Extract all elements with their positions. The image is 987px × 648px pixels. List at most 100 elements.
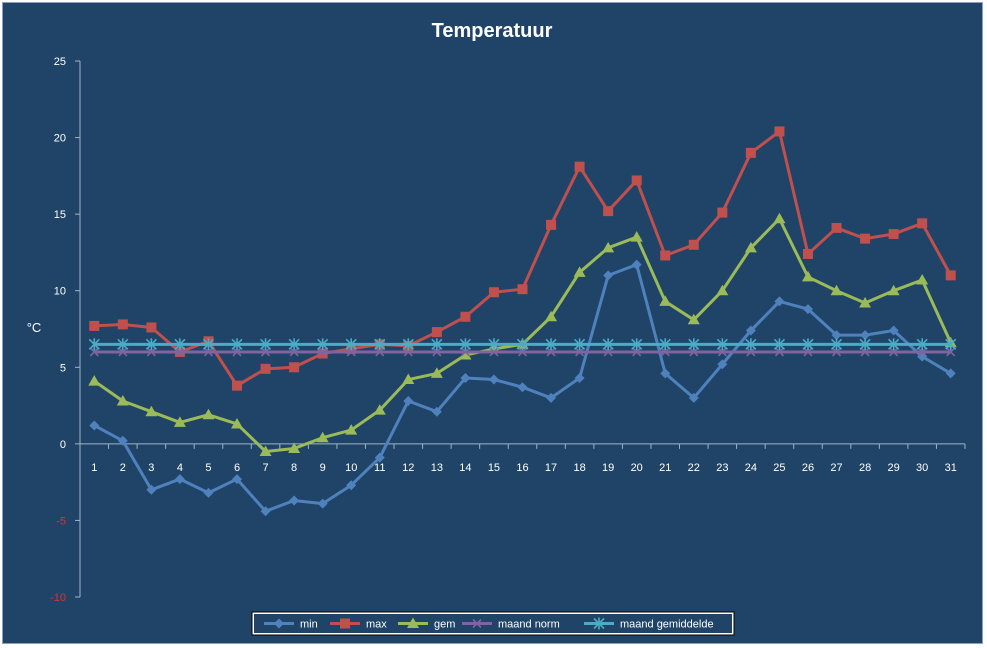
y-tick-label: 10 bbox=[54, 286, 66, 298]
x-tick-label: 18 bbox=[573, 462, 585, 474]
legend-entry-maand-norm: maand norm bbox=[462, 619, 560, 631]
data-point bbox=[174, 474, 185, 485]
legend-marker bbox=[407, 617, 419, 628]
data-point bbox=[317, 338, 329, 351]
data-point bbox=[374, 338, 386, 351]
data-point bbox=[888, 229, 899, 240]
x-tick-label: 24 bbox=[745, 462, 757, 474]
x-tick-label: 19 bbox=[602, 462, 614, 474]
data-point bbox=[916, 338, 928, 351]
x-tick-label: 22 bbox=[688, 462, 700, 474]
data-point bbox=[773, 338, 786, 351]
data-point bbox=[831, 347, 842, 357]
data-point bbox=[631, 338, 643, 351]
data-point bbox=[517, 382, 528, 393]
y-axis-label: °C bbox=[27, 320, 42, 335]
data-point bbox=[88, 338, 100, 351]
data-point bbox=[346, 347, 356, 357]
x-tick-label: 25 bbox=[773, 462, 785, 474]
x-tick-label: 31 bbox=[945, 462, 957, 474]
data-point bbox=[745, 325, 756, 336]
data-point bbox=[945, 338, 957, 351]
data-point bbox=[745, 338, 757, 351]
data-point bbox=[574, 338, 586, 351]
data-point bbox=[259, 445, 272, 457]
x-tick-label: 10 bbox=[345, 462, 357, 474]
data-point bbox=[774, 296, 785, 307]
data-point bbox=[717, 347, 727, 357]
data-point bbox=[316, 431, 329, 443]
data-point bbox=[746, 347, 756, 357]
series-gem bbox=[88, 212, 957, 457]
x-tick-label: 14 bbox=[459, 462, 471, 474]
data-point bbox=[803, 347, 813, 357]
y-tick-label: -10 bbox=[50, 592, 66, 604]
data-point bbox=[632, 347, 642, 357]
legend-label: maand norm bbox=[498, 619, 560, 631]
legend-entry-maand-gemiddelde: maand gemiddelde bbox=[584, 617, 714, 631]
data-point bbox=[688, 338, 700, 351]
data-point bbox=[602, 338, 614, 351]
data-point bbox=[288, 338, 300, 351]
data-point bbox=[118, 347, 128, 357]
data-point bbox=[744, 241, 757, 253]
legend-label: gem bbox=[434, 619, 455, 631]
data-point bbox=[403, 347, 413, 357]
data-point bbox=[373, 404, 386, 415]
data-point bbox=[830, 338, 843, 351]
data-point bbox=[430, 367, 443, 378]
x-tick-label: 2 bbox=[120, 462, 126, 474]
data-point bbox=[717, 207, 728, 218]
data-point bbox=[516, 338, 529, 351]
data-point bbox=[802, 338, 814, 351]
data-point bbox=[489, 347, 499, 357]
x-tick-label: 9 bbox=[320, 462, 326, 474]
data-point bbox=[488, 374, 499, 385]
data-point bbox=[89, 347, 99, 357]
data-point bbox=[631, 175, 642, 186]
data-point bbox=[317, 348, 328, 359]
data-point bbox=[545, 338, 557, 351]
data-point bbox=[887, 284, 900, 296]
data-point bbox=[745, 147, 756, 158]
series-maand-gemiddelde bbox=[88, 338, 957, 351]
data-point bbox=[431, 327, 442, 338]
x-tick-label: 12 bbox=[402, 462, 414, 474]
data-point bbox=[232, 474, 243, 485]
data-point bbox=[546, 347, 556, 357]
data-point bbox=[146, 484, 157, 495]
data-point bbox=[659, 338, 671, 351]
y-tick-label: 20 bbox=[54, 133, 66, 145]
legend-marker bbox=[340, 618, 350, 629]
data-point bbox=[203, 487, 214, 498]
data-point bbox=[889, 347, 899, 357]
y-tick-label: 25 bbox=[54, 56, 66, 68]
data-point bbox=[460, 311, 471, 322]
data-point bbox=[659, 295, 672, 306]
data-point bbox=[630, 231, 643, 242]
data-point bbox=[403, 395, 414, 406]
data-point bbox=[203, 347, 214, 357]
data-point bbox=[660, 250, 671, 261]
data-point bbox=[431, 406, 442, 417]
data-point bbox=[802, 248, 813, 259]
data-point bbox=[459, 338, 471, 351]
legend-entry-max: max bbox=[330, 618, 387, 631]
x-tick-label: 26 bbox=[802, 462, 814, 474]
data-point bbox=[117, 338, 129, 351]
data-point bbox=[860, 347, 870, 357]
legend: min max gem maand norm maand gemiddelde bbox=[251, 611, 735, 636]
data-point bbox=[688, 239, 699, 250]
data-point bbox=[603, 206, 614, 217]
legend-entry-min: min bbox=[264, 618, 318, 631]
data-point bbox=[888, 338, 900, 351]
data-point bbox=[89, 420, 100, 431]
data-point bbox=[232, 347, 242, 357]
data-point bbox=[175, 347, 185, 357]
data-point bbox=[860, 330, 871, 341]
data-point bbox=[202, 408, 215, 420]
data-point bbox=[345, 338, 357, 351]
data-point bbox=[773, 212, 786, 224]
data-point bbox=[145, 338, 157, 351]
data-point bbox=[374, 452, 385, 463]
